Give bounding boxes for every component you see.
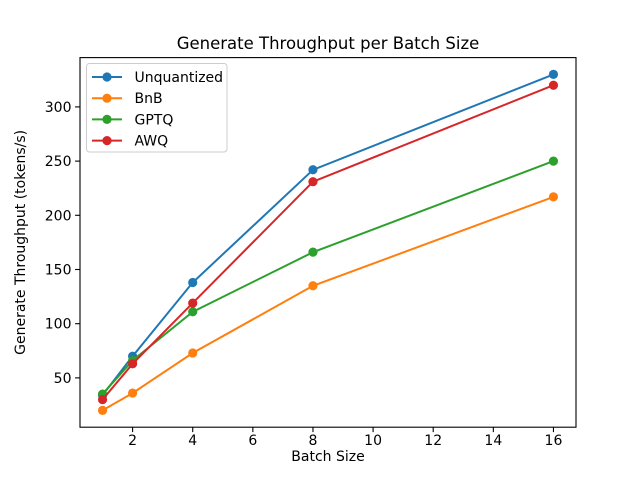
x-axis-label: Batch Size (291, 449, 364, 465)
y-tick-label: 250 (45, 154, 72, 170)
series-marker-gptq (188, 307, 198, 317)
series-marker-unquantized (308, 165, 318, 175)
series-marker-awq (188, 298, 198, 308)
chart-title: Generate Throughput per Batch Size (177, 34, 480, 53)
legend-label-awq: AWQ (135, 134, 169, 150)
series-line-gptq (101, 160, 555, 396)
series-marker-awq (548, 80, 559, 90)
x-tick-label: 6 (248, 433, 257, 449)
x-tick-label: 16 (545, 433, 563, 449)
legend-marker-gptq (102, 114, 112, 124)
legend-marker-unquantized (102, 72, 112, 82)
x-tick-label: 12 (424, 433, 442, 449)
legend-label-gptq: GPTQ (135, 112, 174, 128)
series-marker-bnb (548, 192, 559, 202)
plot-area: 2 4 6 8 10 12 14 16 50 100 150 200 250 300 Unquantized… (45, 57, 577, 449)
x-tick-label: 2 (128, 433, 137, 449)
series-marker-gptq (308, 247, 318, 257)
y-tick-label: 150 (45, 262, 72, 278)
series-marker-bnb (188, 348, 198, 358)
series-marker-awq (97, 394, 108, 405)
y-tick-label: 200 (45, 208, 72, 224)
legend-label-unquantized: Unquantized (135, 70, 224, 86)
x-tick-label: 8 (309, 433, 318, 449)
series-marker-unquantized (548, 69, 559, 79)
series-marker-gptq (548, 156, 559, 166)
series-marker-bnb (128, 388, 138, 398)
legend-marker-bnb (102, 93, 112, 103)
x-tick-label: 10 (364, 433, 382, 449)
y-tick-label: 100 (45, 317, 72, 333)
series-marker-unquantized (188, 277, 198, 288)
y-axis-label: Generate Throughput (tokens/s) (13, 130, 29, 355)
series-line-bnb (101, 195, 555, 412)
y-tick-label: 300 (45, 100, 72, 116)
x-tick-label: 14 (484, 433, 502, 449)
series-marker-awq (128, 359, 138, 369)
series-marker-awq (308, 177, 318, 187)
x-tick-label: 4 (188, 433, 197, 449)
series-marker-bnb (308, 281, 318, 291)
y-tick-label: 50 (54, 371, 72, 387)
legend-marker-awq (102, 136, 112, 146)
series-marker-bnb (97, 405, 108, 415)
axes-spines (79, 57, 577, 428)
legend-box (86, 63, 228, 153)
legend-label-bnb: BnB (135, 91, 163, 107)
